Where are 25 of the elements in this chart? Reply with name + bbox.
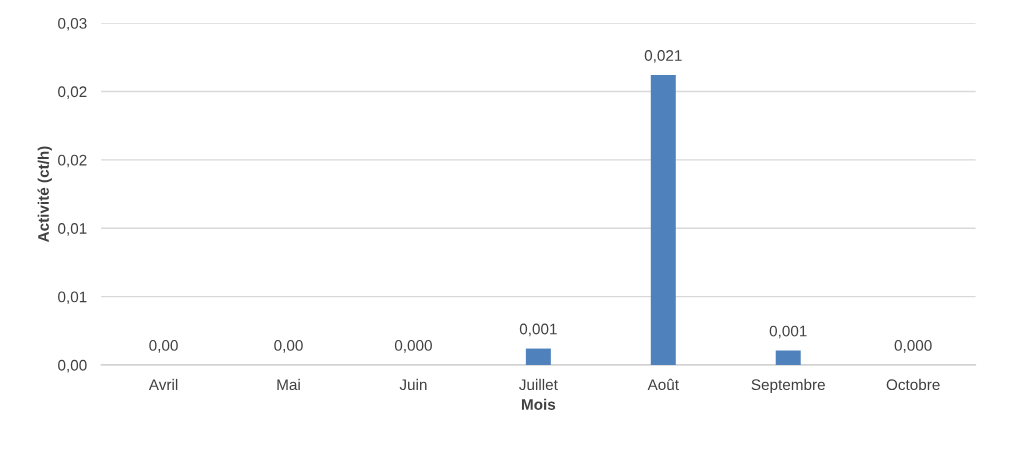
y-tick-label: 0,03 — [58, 17, 87, 31]
data-label: 0,000 — [394, 340, 432, 353]
data-label: 0,001 — [769, 325, 807, 339]
data-label: 0,000 — [894, 340, 932, 353]
x-axis-title: Mois — [521, 398, 556, 410]
data-label: 0,021 — [644, 50, 682, 63]
y-tick-label: 0,02 — [58, 154, 87, 168]
bar — [525, 348, 551, 365]
data-label: 0,00 — [149, 340, 178, 353]
x-tick-label: Juin — [399, 378, 427, 391]
data-label: 0,001 — [519, 323, 557, 337]
x-tick-label: Août — [647, 378, 679, 391]
x-tick-label: Juillet — [519, 378, 558, 391]
y-tick-label: 0,01 — [58, 223, 87, 236]
y-tick-label: 0,00 — [58, 359, 87, 373]
bar — [775, 350, 801, 365]
x-tick-label: Octobre — [886, 378, 940, 391]
y-axis-title: Activité (ct/h) — [37, 146, 52, 243]
x-tick-label: Septembre — [751, 378, 825, 394]
y-tick-label: 0,02 — [58, 86, 87, 99]
data-label: 0,00 — [274, 340, 303, 353]
x-tick-label: Mai — [277, 378, 300, 391]
bar — [650, 75, 676, 365]
y-tick-label: 0,01 — [58, 291, 87, 305]
x-tick-label: Avril — [148, 378, 178, 390]
